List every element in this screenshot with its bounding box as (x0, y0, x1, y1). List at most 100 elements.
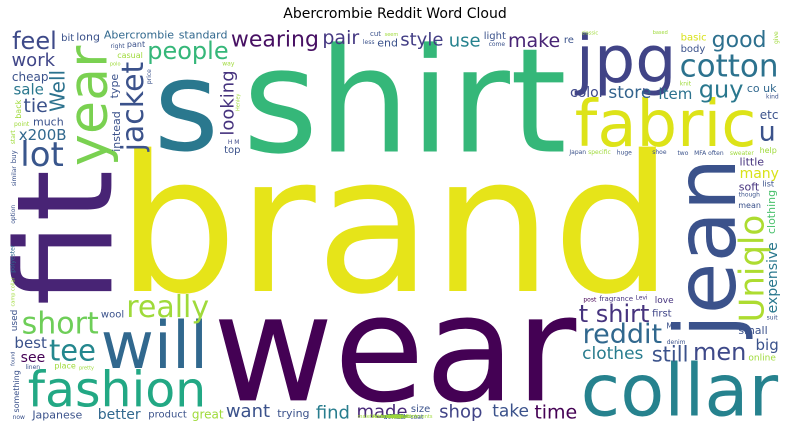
word-check: check (388, 414, 403, 420)
word-linen: linen (25, 364, 40, 371)
word-though: though (739, 192, 760, 199)
word-price: price (146, 69, 153, 84)
word-either: either (388, 414, 404, 420)
word-something: something (12, 370, 21, 412)
word-shirt: shirt (243, 30, 567, 187)
word-cool: cool (390, 414, 400, 420)
word-people: people (147, 37, 228, 65)
word-good: good (712, 30, 767, 53)
word-mean: mean (738, 201, 761, 210)
word-summer: summer (385, 414, 407, 420)
word-don-t: don t (389, 414, 402, 420)
word-re: re (564, 35, 574, 46)
word-start: start (10, 130, 17, 145)
word-still: still (652, 343, 689, 367)
word-outfit: outfit (388, 414, 401, 420)
word-sweater: sweater (730, 150, 754, 157)
word-name: name (388, 414, 402, 420)
word-gap: Gap (390, 414, 400, 420)
word-white: white (388, 414, 402, 420)
word-low: low (391, 414, 400, 420)
chart-title: Abercrombie Reddit Word Cloud (283, 6, 507, 22)
word-now: now (13, 414, 25, 421)
word-shop: shop (439, 401, 482, 421)
word-usually: usually (386, 414, 404, 420)
word-buy: buy (10, 150, 18, 163)
word-black: black (388, 414, 401, 420)
word-work: work (11, 50, 55, 71)
word-year: year (57, 45, 120, 166)
word-store: store (608, 83, 651, 103)
word-tie: tie (23, 95, 47, 117)
word-really: really (126, 290, 209, 325)
word-popular: popular (385, 414, 405, 420)
word-option: option (10, 205, 17, 224)
word-body: body (681, 44, 706, 55)
word-find: find (316, 403, 350, 421)
word-suit: suit (767, 315, 779, 322)
word-question: question (384, 414, 406, 420)
word-japan: Japan (568, 149, 586, 156)
word-slim: slim (390, 414, 400, 420)
word-point: point (14, 121, 30, 128)
word-back: back (14, 99, 23, 118)
word-jacket: jacket (116, 61, 151, 152)
word-lot: lot (20, 135, 64, 175)
word-first: first (652, 308, 672, 319)
word-ve: ve (392, 414, 398, 420)
word-used: used (10, 310, 20, 332)
word-hoodie: hoodie (387, 414, 404, 420)
word-cotton: cotton (680, 49, 779, 85)
word-henley: Henley (236, 94, 242, 111)
word-wear: wear (213, 263, 577, 421)
word-probably: probably (384, 414, 406, 420)
word-review: review (387, 414, 404, 420)
word-fast-fashion: fast fashion (380, 414, 409, 420)
word-t-shirt: t shirt (579, 300, 650, 328)
word-give: give (773, 31, 780, 44)
word-super: super (388, 414, 403, 420)
word-jean: jean (657, 158, 755, 340)
word-co-uk: co uk (747, 82, 777, 95)
word-malefashionadvice-comments: malefashionadvice comments (358, 414, 433, 420)
word-soft: soft (739, 180, 760, 193)
word-classic: classic (582, 30, 599, 36)
word-jpg: jpg (574, 30, 677, 98)
word-fragrance: fragrance (599, 295, 633, 303)
word-flannel: flannel (386, 414, 403, 420)
word-new: new (390, 414, 400, 420)
word-etc: etc (760, 108, 779, 122)
word-mfa-often: MFA often (694, 150, 724, 157)
word-japanese: Japanese (31, 409, 82, 421)
word-guy: guy (699, 76, 744, 104)
word-want: want (226, 401, 270, 421)
word-organic: organic (386, 414, 405, 420)
word-weave: weave (387, 414, 403, 420)
word-wearing: wearing (231, 30, 319, 52)
word-m: M (666, 322, 673, 331)
word-nice: nice (390, 414, 400, 420)
word-clothes: clothes (582, 344, 643, 364)
word-need: need (389, 414, 402, 420)
word-great: great (192, 407, 224, 421)
word-material: material (385, 414, 406, 420)
word-camp-collar: camp collar (11, 276, 17, 306)
word-looking: looking (217, 70, 238, 135)
word-things: things (387, 414, 403, 420)
word-take: take (492, 401, 529, 421)
word-bought: bought (386, 414, 404, 420)
word-style: style (400, 30, 443, 50)
word-post: post (583, 297, 597, 304)
word-make: make (508, 30, 560, 52)
word-college: college (386, 414, 404, 420)
word-come: come (489, 41, 506, 48)
word-cloud-frame: brand shirt wear fit s jean fabric collar year wi… (10, 30, 780, 421)
word-denim: denim (667, 339, 686, 346)
word-quality: quality (386, 414, 403, 420)
word-much: much (33, 115, 64, 128)
word-around: around (386, 414, 404, 420)
word-pretty: pretty (79, 366, 94, 372)
word-less: less (363, 39, 375, 46)
word-end: end (377, 36, 398, 49)
word-cardigan: cardigan (384, 414, 406, 420)
